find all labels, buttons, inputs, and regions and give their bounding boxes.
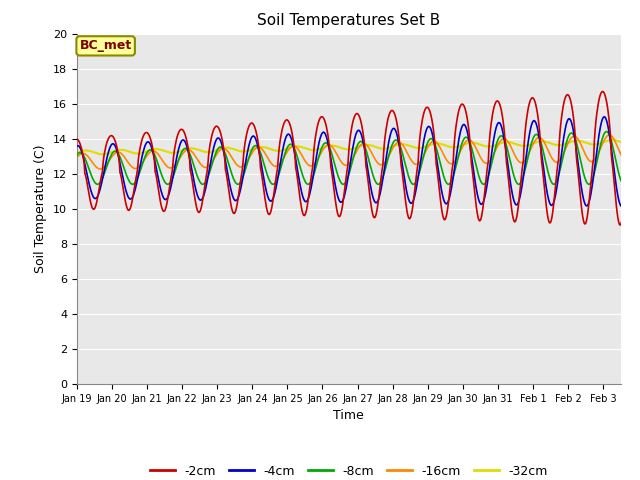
- Title: Soil Temperatures Set B: Soil Temperatures Set B: [257, 13, 440, 28]
- Text: BC_met: BC_met: [79, 39, 132, 52]
- X-axis label: Time: Time: [333, 409, 364, 422]
- Y-axis label: Soil Temperature (C): Soil Temperature (C): [35, 144, 47, 273]
- Legend: -2cm, -4cm, -8cm, -16cm, -32cm: -2cm, -4cm, -8cm, -16cm, -32cm: [145, 460, 553, 480]
